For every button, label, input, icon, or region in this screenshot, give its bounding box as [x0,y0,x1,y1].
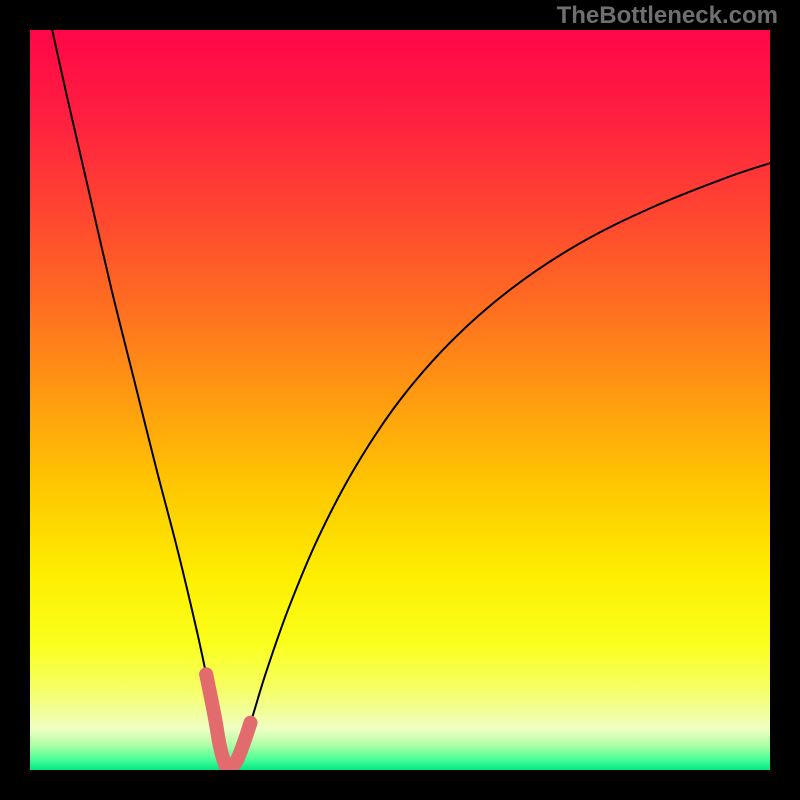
chart-svg [30,30,770,770]
plot-area [30,30,770,770]
watermark-text: TheBottleneck.com [557,2,778,30]
